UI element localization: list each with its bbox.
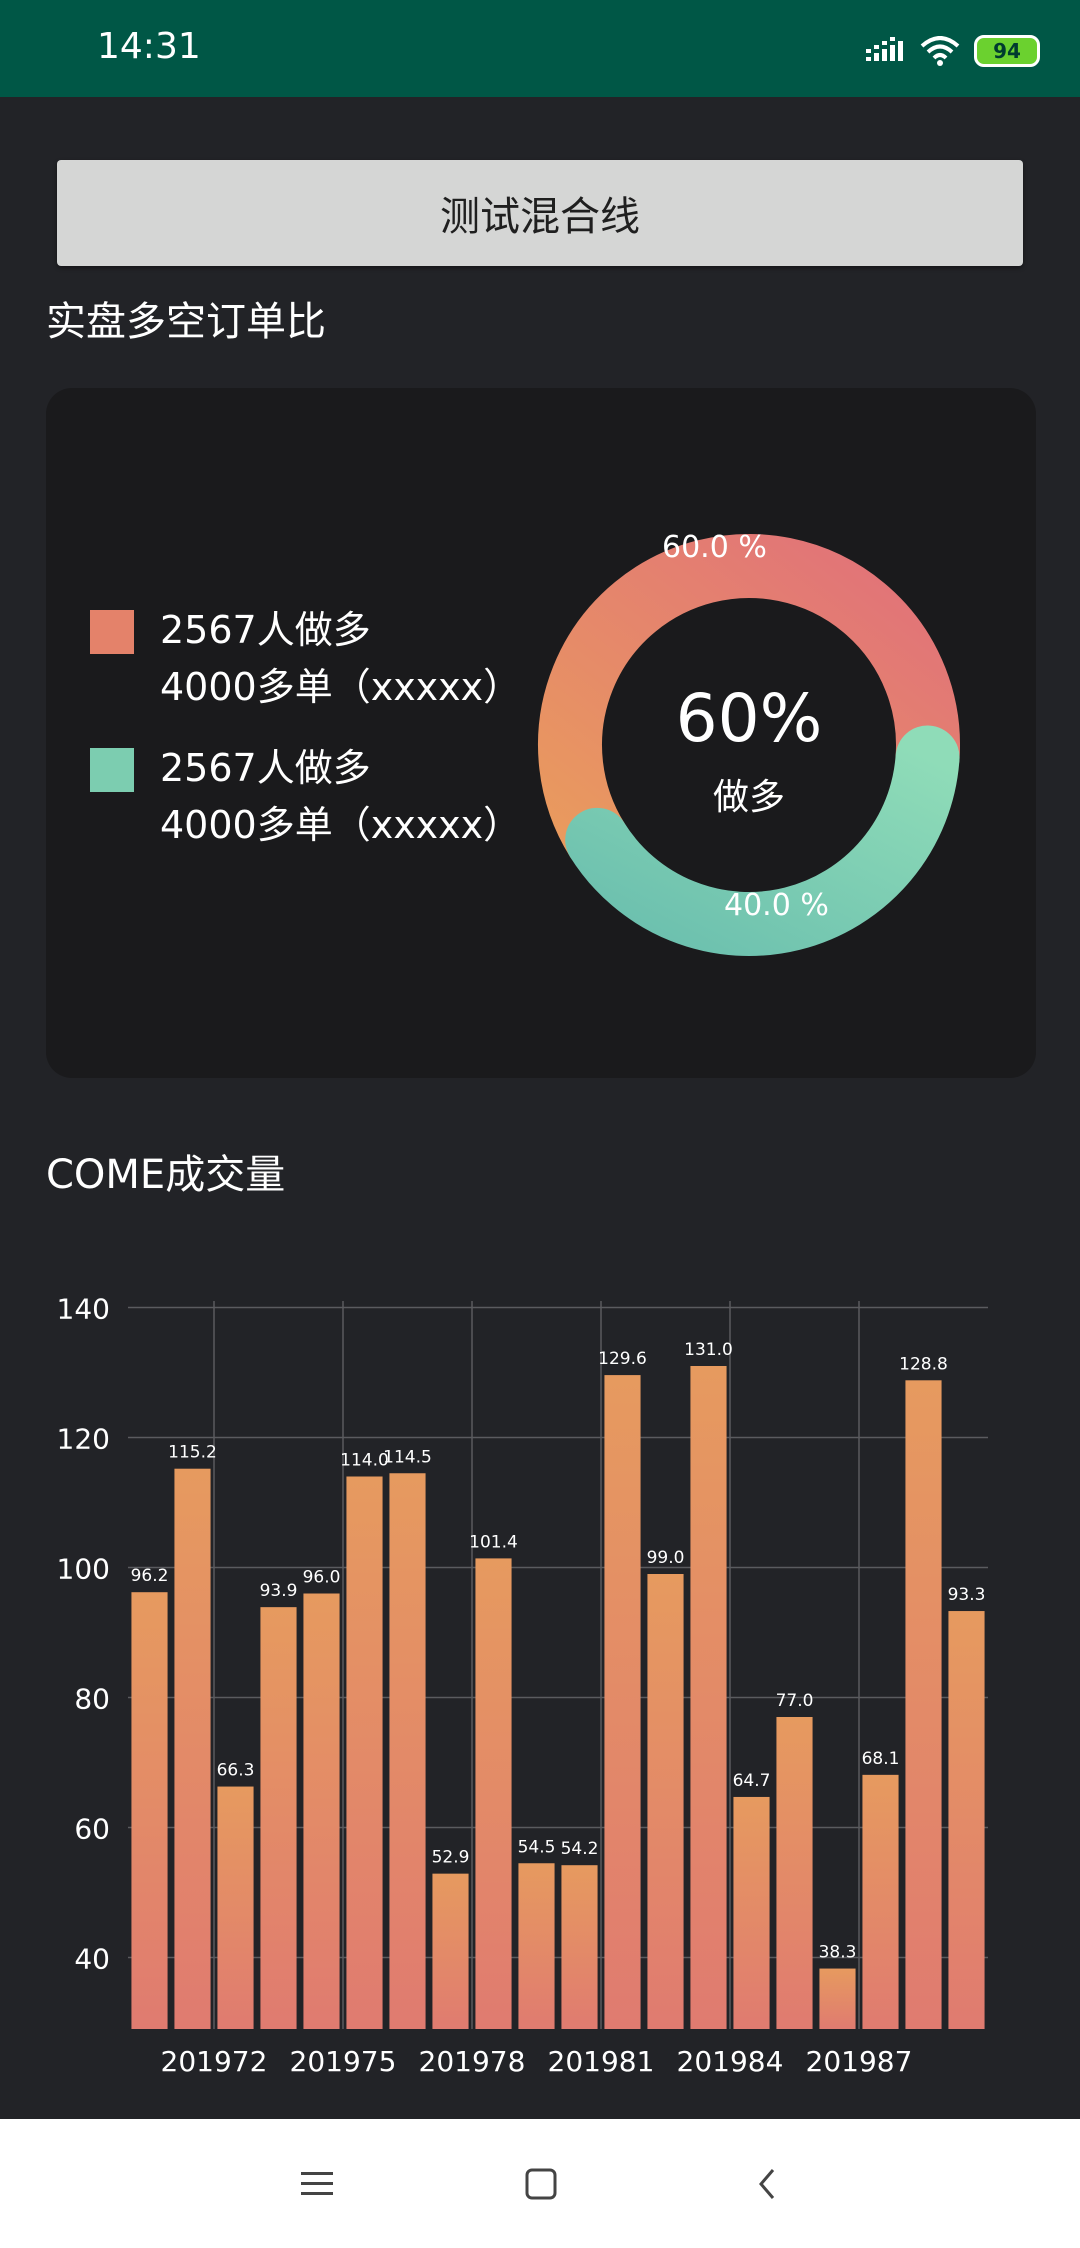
bar[interactable] (174, 1468, 211, 2029)
bar-value-label: 115.2 (168, 1443, 217, 1463)
back-chevron-icon (759, 2169, 775, 2199)
battery-level: 94 (993, 39, 1021, 63)
legend-short-line1: 2567人做多 (160, 746, 371, 790)
legend-swatch-short (90, 748, 134, 792)
bar-value-label: 93.9 (260, 1581, 298, 1601)
bar-value-label: 64.7 (733, 1771, 771, 1791)
legend-text-long: 2567人做多 4000多单（xxxxx） (160, 602, 521, 716)
bar[interactable] (131, 1592, 168, 2029)
legend-item-long: 2567人做多 4000多单（xxxxx） (90, 608, 521, 716)
menu-button[interactable] (282, 2149, 352, 2219)
bar-value-label: 114.5 (383, 1447, 432, 1467)
x-tick-label: 201975 (290, 2045, 397, 2078)
donut-center-label: 做多 (712, 777, 785, 818)
y-tick-label: 80 (74, 1683, 110, 1716)
y-tick-label: 40 (74, 1943, 110, 1976)
x-tick-label: 201972 (161, 2045, 268, 2078)
x-tick-label: 201987 (806, 2045, 913, 2078)
legend-short-line2: 4000多单（xxxxx） (160, 803, 522, 847)
bar-value-label: 54.5 (518, 1837, 556, 1857)
donut-segment-long (538, 534, 960, 872)
donut-segment-short (565, 725, 960, 956)
legend-item-short: 2567人做多 4000多单（xxxxx） (90, 746, 521, 854)
y-tick-label: 60 (74, 1813, 110, 1846)
bar[interactable] (561, 1865, 598, 2029)
bar[interactable] (389, 1473, 426, 2029)
bar[interactable] (690, 1366, 727, 2029)
bar[interactable] (217, 1786, 254, 2029)
wifi-icon (920, 36, 960, 66)
status-bar: 14:31 94 (0, 0, 1080, 97)
bar-value-label: 68.1 (862, 1749, 900, 1769)
signal-icon (866, 37, 903, 61)
x-tick-label: 201984 (677, 2045, 784, 2078)
bar[interactable] (260, 1607, 297, 2029)
bar[interactable] (862, 1774, 899, 2029)
bar[interactable] (647, 1574, 684, 2029)
bar[interactable] (518, 1863, 555, 2029)
y-tick-label: 120 (57, 1423, 110, 1456)
bar-value-label: 96.2 (131, 1566, 169, 1586)
bar[interactable] (346, 1476, 383, 2030)
main-content: 测试混合线 实盘多空订单比 2567人做多 4000多单（xxxxx） 2567… (0, 97, 1080, 2119)
chart-bars (131, 1366, 985, 2030)
bar[interactable] (432, 1873, 469, 2029)
donut-svg (538, 534, 960, 956)
bar-value-label: 129.6 (598, 1349, 647, 1369)
bar-value-label: 99.0 (647, 1548, 685, 1568)
y-tick-label: 140 (57, 1293, 110, 1326)
bar-value-label: 101.4 (469, 1532, 518, 1552)
bar[interactable] (604, 1375, 641, 2029)
ratio-section-title: 实盘多空订单比 (46, 299, 326, 345)
bar-value-label: 131.0 (684, 1340, 733, 1360)
navigation-bar (0, 2119, 1080, 2248)
legend-long-line1: 2567人做多 (160, 608, 371, 652)
bar-value-label: 38.3 (819, 1943, 857, 1963)
menu-icon (301, 2172, 333, 2195)
bar-value-label: 54.2 (561, 1839, 599, 1859)
bar-value-label: 66.3 (217, 1761, 255, 1781)
donut-chart: 60.0 % 40.0 % 60% 做多 (534, 530, 964, 960)
bar-value-label: 93.3 (948, 1585, 986, 1605)
bar[interactable] (733, 1796, 770, 2029)
bar[interactable] (905, 1380, 942, 2029)
donut-short-pct-label: 40.0 % (724, 888, 829, 923)
donut-center-value: 60% (675, 680, 823, 757)
back-button[interactable] (733, 2149, 803, 2219)
x-tick-label: 201981 (548, 2045, 655, 2078)
battery-icon: 94 (974, 35, 1040, 67)
home-square-icon (525, 2168, 557, 2200)
bar-value-label: 114.0 (340, 1451, 389, 1471)
donut-long-pct-label: 60.0 % (662, 530, 767, 565)
x-tick-label: 201978 (419, 2045, 526, 2078)
bar-value-label: 77.0 (776, 1691, 814, 1711)
volume-section-title: COME成交量 (46, 1152, 286, 1198)
y-tick-label: 100 (57, 1553, 110, 1586)
bar-value-label: 96.0 (303, 1568, 341, 1588)
chart-axis-labels: 40 60 80 100 120 140 201972 201975 201978 201981 2… (57, 1293, 913, 2079)
bar[interactable] (948, 1611, 985, 2029)
status-time: 14:31 (97, 26, 201, 67)
bar[interactable] (475, 1558, 512, 2029)
chart-grid (128, 1301, 988, 2029)
bar[interactable] (819, 1968, 856, 2029)
status-icons: 94 (866, 34, 1040, 68)
legend-long-line2: 4000多单（xxxxx） (160, 665, 522, 709)
bar[interactable] (776, 1717, 813, 2029)
ratio-card: 2567人做多 4000多单（xxxxx） 2567人做多 4000多单（xxx… (46, 388, 1036, 1078)
legend-swatch-long (90, 610, 134, 654)
home-button[interactable] (506, 2149, 576, 2219)
bar-value-label: 128.8 (899, 1354, 948, 1374)
legend-text-short: 2567人做多 4000多单（xxxxx） (160, 740, 521, 854)
bar[interactable] (303, 1593, 340, 2030)
test-mixed-line-button[interactable]: 测试混合线 (57, 160, 1023, 266)
bar-value-label: 52.9 (432, 1848, 470, 1868)
